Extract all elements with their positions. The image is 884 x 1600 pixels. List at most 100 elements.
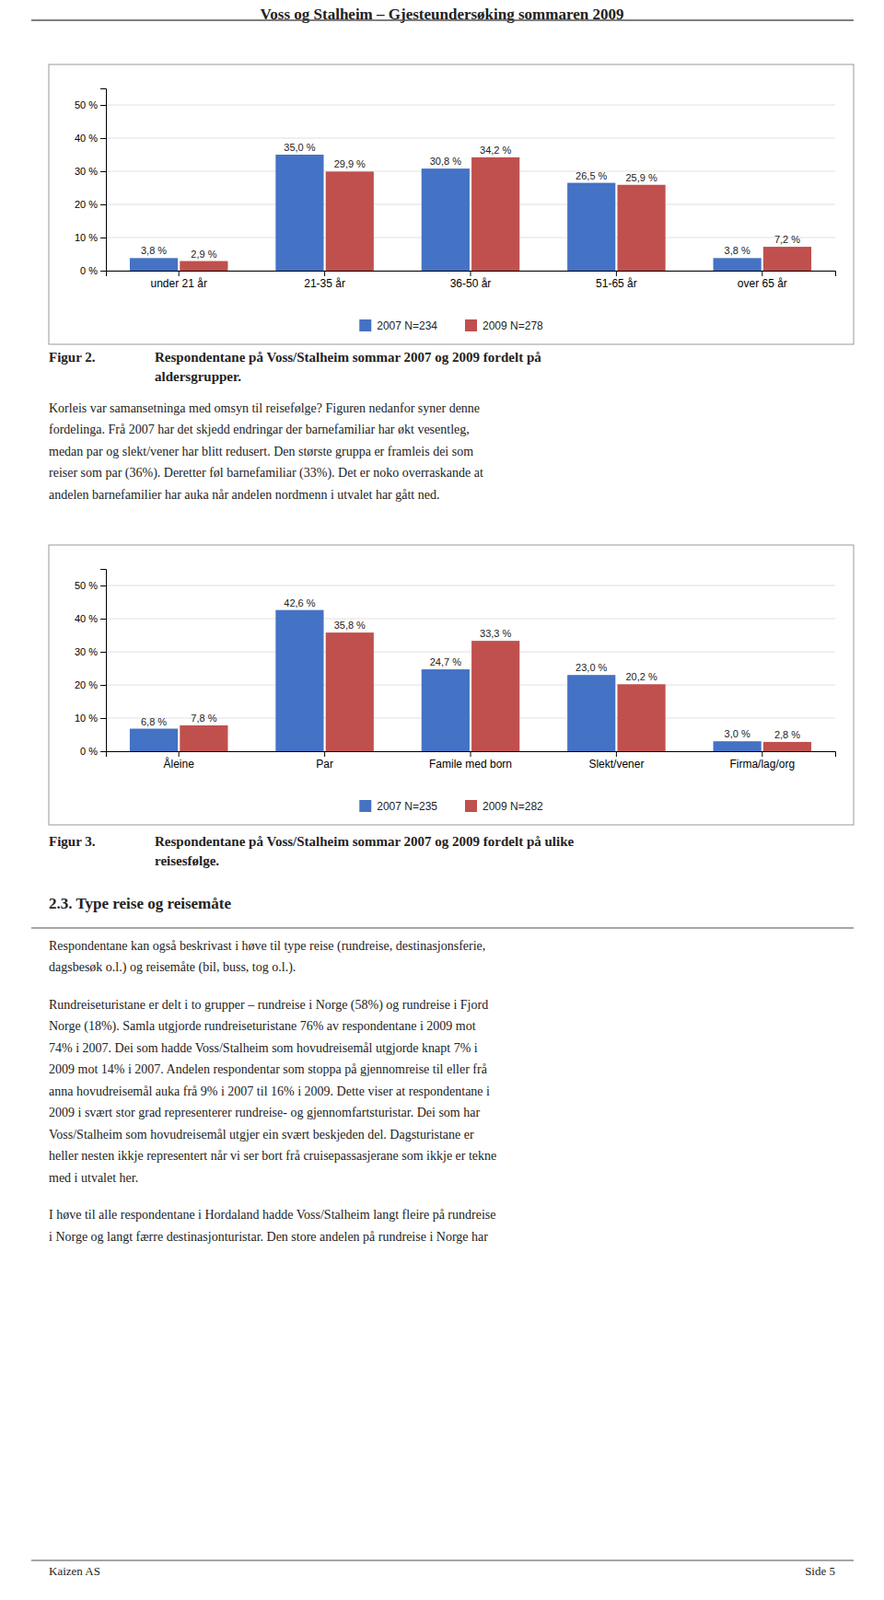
- tick-label: 30 %: [74, 646, 98, 658]
- tick: 10 %: [74, 232, 106, 244]
- tick-mark: [616, 270, 617, 277]
- x-axis: under 21 år21-35 år36-50 år51-65 årover …: [106, 270, 837, 291]
- data-label: 33,3 %: [479, 628, 512, 640]
- grid-line: [105, 138, 836, 140]
- paragraph-line: medan par og slekt/vener har blitt redus…: [48, 444, 474, 459]
- tick: 10 %: [74, 712, 106, 724]
- data-label: 3,8 %: [724, 244, 751, 256]
- chart: 0 %10 %20 %30 %40 %50 %ÅleineParFamile m…: [48, 545, 854, 826]
- legend-swatch: [359, 319, 372, 332]
- data-label: 23,0 %: [575, 662, 607, 674]
- data-label: 42,6 %: [283, 597, 315, 609]
- axis-line: [106, 271, 837, 278]
- bar: [471, 640, 520, 752]
- tick-label: over 65 år: [737, 277, 788, 291]
- tick-mark: [100, 138, 106, 140]
- tick-label: 40 %: [74, 132, 98, 144]
- legend-label: 2007 N=235: [376, 800, 438, 814]
- grid-line: [105, 104, 836, 106]
- tick: 21-35 år: [303, 270, 346, 291]
- tick: 40 %: [74, 132, 106, 144]
- grid-line: [105, 685, 836, 687]
- tick-mark: [178, 270, 180, 277]
- data-label: 2,9 %: [190, 248, 217, 260]
- bar: [275, 610, 324, 752]
- bar: [471, 157, 520, 271]
- tick-mark: [100, 270, 106, 272]
- tick-mark: [761, 270, 763, 277]
- chart-frame: [48, 64, 854, 345]
- tick: 30 %: [74, 646, 106, 658]
- bar: [179, 261, 228, 271]
- caption-line: aldersgrupper.: [154, 369, 242, 384]
- legend: 2007 N=2342009 N=278: [359, 319, 544, 333]
- paragraph-line: med i utvalet her.: [48, 1171, 139, 1186]
- data-label: 26,5 %: [575, 170, 607, 182]
- paragraph-line: anna hovudreisemål auka frå 9% i 2007 ti…: [48, 1084, 490, 1099]
- rule: [31, 1559, 854, 1562]
- paragraph-line: Rundreiseturistane er delt i to grupper …: [48, 998, 489, 1013]
- paragraph-line: reiser som par (36%). Deretter føl barne…: [48, 465, 484, 481]
- paragraph-line: Korleis var samansetninga med omsyn til …: [48, 401, 480, 416]
- bar: [421, 168, 470, 271]
- bars: [129, 154, 812, 271]
- paragraph-line: 74% i 2007. Dei som hadde Voss/Stalheim …: [48, 1041, 478, 1056]
- tick: over 65 år: [737, 270, 788, 291]
- tick-mark: [324, 751, 326, 757]
- bar: [567, 183, 616, 271]
- bar: [421, 669, 470, 752]
- tick-label: 40 %: [74, 613, 98, 625]
- axis-line: [106, 752, 837, 758]
- tick-mark: [100, 237, 106, 239]
- tick: 30 %: [74, 165, 106, 177]
- footer-left: Kaizen AS: [48, 1564, 101, 1579]
- legend-swatch: [359, 800, 372, 813]
- footer-right: Side 5: [804, 1564, 836, 1579]
- paragraph-line: heller nesten ikkje representert når vi …: [48, 1149, 497, 1164]
- tick-mark: [324, 270, 326, 277]
- bar: [325, 171, 374, 271]
- tick: 20 %: [74, 198, 106, 210]
- legend: 2007 N=235 2009 N=282: [359, 800, 544, 814]
- data-label: 35,8 %: [334, 619, 366, 631]
- paragraph-line: Respondentane kan også beskrivast i høve…: [48, 939, 486, 954]
- data-label: 2,8 %: [774, 729, 801, 741]
- paragraph-line: andelen barnefamilier har auka når andel…: [48, 488, 440, 502]
- tick: 20 %: [74, 679, 106, 691]
- tick: Slekt/vener: [588, 751, 644, 771]
- paragraph-line: I høve til alle respondentane i Hordalan…: [48, 1208, 496, 1222]
- data-labels: 3,8 %35,0 %30,8 %26,5 %3,8 %2,9 %29,9 %3…: [140, 141, 801, 260]
- bar: [129, 729, 178, 752]
- tick-label: Par: [315, 757, 334, 771]
- tick: Åleine: [163, 751, 196, 771]
- data-label: 35,0 %: [283, 141, 315, 153]
- bar: [763, 246, 812, 271]
- tick-mark: [100, 204, 106, 206]
- series: [179, 157, 812, 271]
- plot: 0 %10 %20 %30 %40 %50 %ÅleineParFamile m…: [74, 569, 837, 771]
- data-label: 3,0 %: [724, 728, 751, 740]
- legend-swatch: [465, 800, 477, 813]
- rule: [31, 927, 854, 930]
- tick-mark: [100, 618, 106, 620]
- tick: 0 %: [80, 265, 106, 277]
- tick-label: under 21 år: [151, 277, 208, 291]
- bar: [616, 185, 665, 271]
- grid-line: [105, 204, 836, 206]
- series: [129, 610, 762, 752]
- plot: 0 %10 %20 %30 %40 %50 %under 21 år21-35 …: [74, 89, 837, 291]
- tick-label: 10 %: [74, 712, 98, 724]
- tick: 40 %: [74, 613, 106, 625]
- grid-line: [105, 237, 836, 239]
- legend-label: 2009 N=278: [482, 319, 544, 333]
- legend-label: 2009 N=282: [482, 800, 544, 814]
- tick-mark: [100, 651, 106, 653]
- x-axis: ÅleineParFamile med bornSlekt/venerFirma…: [106, 751, 837, 771]
- tick-label: Slekt/vener: [588, 757, 644, 771]
- bar: [129, 257, 178, 271]
- tick-mark: [470, 751, 472, 757]
- bar: [275, 154, 324, 271]
- tick-mark: [470, 270, 472, 277]
- chart: 0 %10 %20 %30 %40 %50 %under 21 år21-35 …: [48, 64, 854, 345]
- tick-label: 36-50 år: [450, 277, 492, 291]
